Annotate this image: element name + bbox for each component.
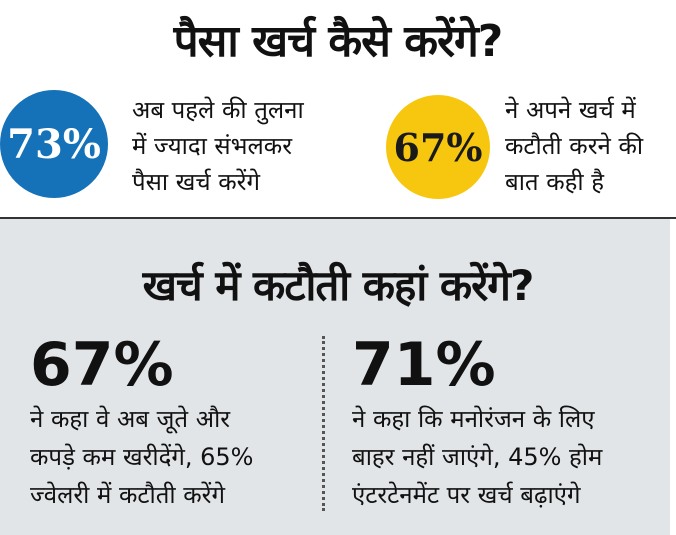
stat-description-2: ने अपने खर्च में कटौती करने की बात कही ह… bbox=[505, 92, 675, 200]
desc-line: कपड़े कम खरीदेंगे, 65% bbox=[30, 443, 254, 471]
bottom-panel bbox=[0, 219, 670, 535]
dotted-separator bbox=[322, 336, 325, 511]
section-divider bbox=[0, 217, 676, 219]
desc-line: कटौती करने की bbox=[505, 132, 644, 160]
desc-line: बाहर नहीं जाएंगे, 45% होम bbox=[352, 443, 603, 471]
headline-top: पैसा खर्च कैसे करेंगे? bbox=[173, 16, 504, 67]
desc-line: पैसा खर्च करेंगे bbox=[132, 168, 260, 196]
desc-line: अब पहले की तुलना bbox=[132, 96, 304, 124]
stat-description-entertainment: ने कहा कि मनोरंजन के लिए बाहर नहीं जाएंग… bbox=[352, 400, 670, 514]
stat-value-shoes: 67% bbox=[30, 330, 174, 400]
stat-description-shoes: ने कहा वे अब जूते और कपड़े कम खरीदेंगे, … bbox=[30, 400, 310, 514]
stat-description-1: अब पहले की तुलना में ज्यादा संभलकर पैसा … bbox=[132, 92, 362, 200]
desc-line: में ज्यादा संभलकर bbox=[132, 132, 293, 160]
desc-line: ने कहा वे अब जूते और bbox=[30, 405, 231, 433]
stat-circle-yellow: 67% bbox=[386, 95, 490, 199]
desc-line: ज्वेलरी में कटौती करेंगे bbox=[30, 481, 226, 509]
stat-circle-blue: 73% bbox=[0, 90, 108, 198]
desc-line: ने कहा कि मनोरंजन के लिए bbox=[352, 405, 595, 433]
headline-bottom: खर्च में कटौती कहां करेंगे? bbox=[142, 261, 535, 310]
desc-line: बात कही है bbox=[505, 168, 604, 196]
desc-line: एंटरटेनमेंट पर खर्च बढ़ाएंगे bbox=[352, 481, 581, 509]
stat-value-entertainment: 71% bbox=[352, 330, 496, 400]
desc-line: ने अपने खर्च में bbox=[505, 96, 636, 124]
